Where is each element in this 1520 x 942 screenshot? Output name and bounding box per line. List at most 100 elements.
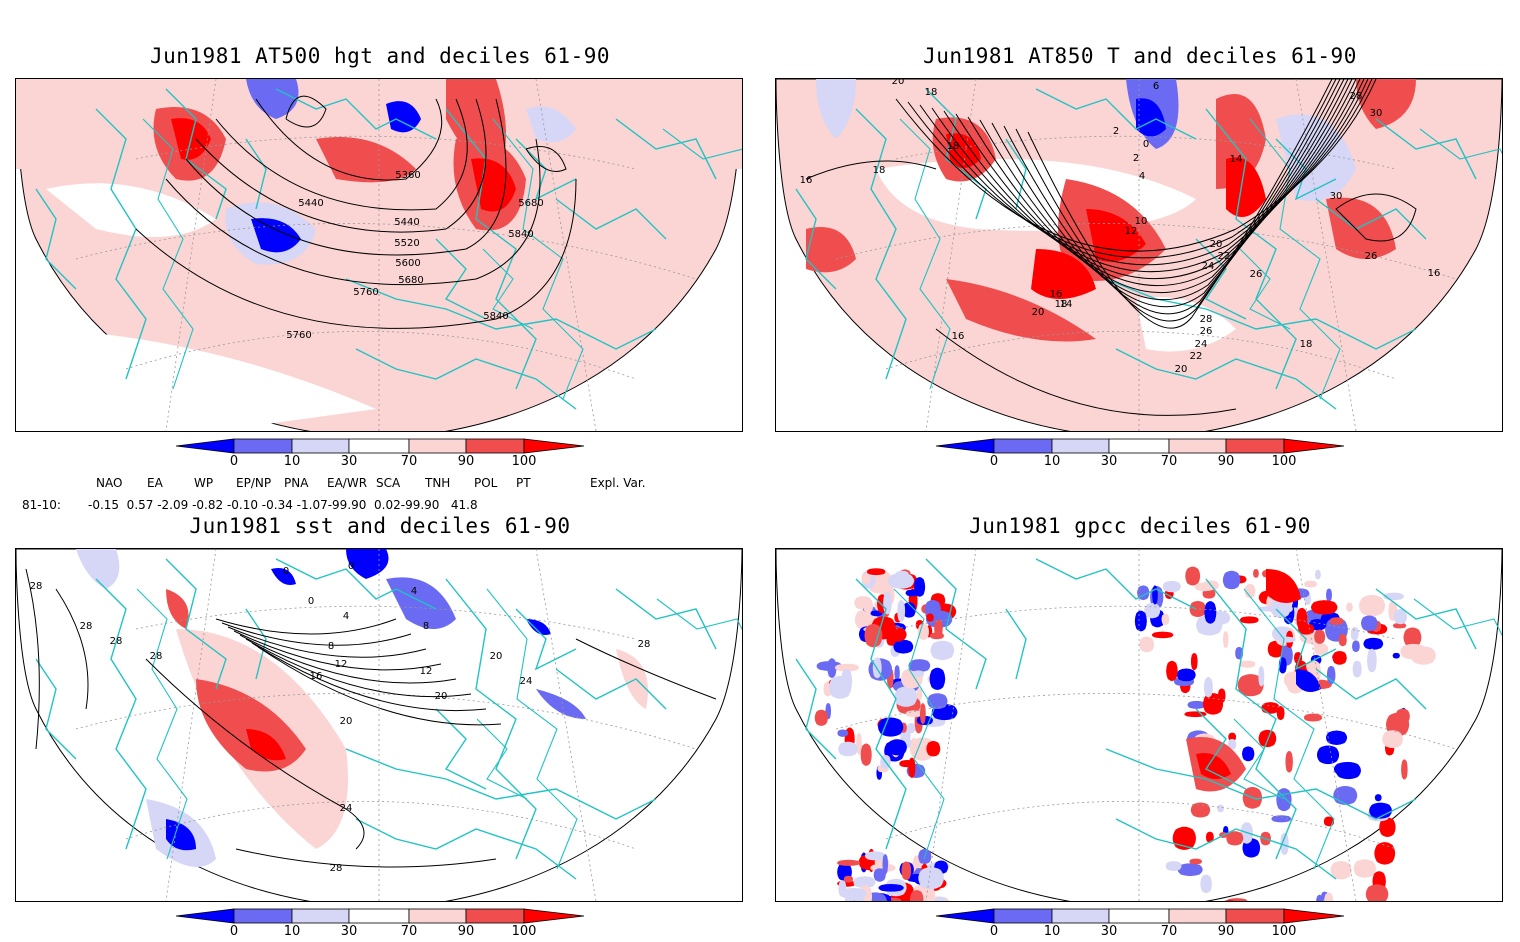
index-header-sca: SCA	[376, 476, 400, 490]
precip-decile-patch	[1189, 859, 1202, 865]
precip-decile-patch	[815, 710, 828, 726]
colorbar-swatch	[176, 439, 234, 453]
precip-decile-patch	[1315, 570, 1321, 580]
contour-label: 5680	[518, 198, 543, 209]
colorbar-swatches	[174, 438, 594, 454]
contour-label: 0	[308, 596, 314, 607]
contour-label: 20	[1032, 307, 1045, 318]
colorbar-label: 70	[401, 924, 418, 939]
colorbar-label: 10	[284, 454, 301, 469]
precip-decile-patch	[1401, 759, 1408, 779]
precip-decile-patch	[865, 851, 885, 860]
precip-decile-patch	[1311, 600, 1337, 614]
precip-decile-patch	[1191, 653, 1198, 670]
contour-label: 10	[1135, 216, 1148, 227]
colorbar-label: 70	[1161, 924, 1178, 939]
contour-label: 24	[1202, 261, 1215, 272]
precip-decile-patch	[840, 888, 866, 899]
contour-label: 26	[1365, 251, 1378, 262]
contour-label: 5360	[395, 170, 420, 181]
contour-label: 0	[348, 561, 354, 572]
precip-decile-patch	[926, 741, 940, 756]
contour-label: 18	[1055, 299, 1068, 310]
contour-label: 28	[80, 621, 93, 632]
contour-label: 28	[110, 636, 123, 647]
precip-decile-patch	[1240, 616, 1259, 623]
contour-label: 20	[340, 716, 353, 727]
precip-decile-patch	[1304, 581, 1317, 588]
contour-label: 12	[1125, 226, 1138, 237]
colorbar-label: 100	[512, 454, 537, 469]
precip-decile-patch	[1185, 567, 1200, 586]
precip-decile-patch	[844, 876, 853, 883]
colorbar-label: 30	[1101, 924, 1118, 939]
colorbar-swatch	[466, 909, 524, 923]
precip-decile-patch	[1203, 693, 1223, 715]
colorbar-swatch	[1226, 439, 1284, 453]
precip-decile-patch	[1271, 815, 1291, 822]
precip-decile-patch	[1223, 631, 1228, 648]
contour-label: 0	[1143, 139, 1149, 150]
colorbar-label: 0	[230, 454, 238, 469]
contour-label: 0	[283, 566, 289, 577]
precip-decile-patch	[1242, 746, 1254, 761]
contour-label: 28	[150, 651, 163, 662]
colorbar-swatch	[936, 439, 994, 453]
contour-label: 28	[1200, 314, 1213, 325]
precip-decile-patch	[841, 669, 852, 693]
contour-label: 28	[30, 581, 43, 592]
precip-decile-patch	[919, 852, 924, 863]
precip-decile-patch	[918, 867, 944, 889]
colorbar-label: 0	[230, 924, 238, 939]
precip-decile-patch	[907, 723, 915, 733]
map-t850: 2018181618141618201612101420222426282624…	[776, 79, 1502, 431]
precip-decile-patch	[1354, 859, 1376, 877]
colorbar-swatch	[1284, 909, 1344, 923]
precip-decile-patch	[906, 710, 922, 717]
index-header-explvar: Expl. Var.	[590, 476, 646, 490]
colorbar-swatch	[1109, 439, 1169, 453]
colorbar-swatch	[349, 439, 409, 453]
contour-label: 26	[1200, 326, 1213, 337]
contour-label: 12	[335, 659, 348, 670]
contour-label: 30	[1330, 191, 1343, 202]
contour-label: 20	[435, 691, 448, 702]
precip-decile-patch	[867, 568, 886, 575]
precip-decile-patch	[897, 600, 905, 622]
precip-decile-patch	[1363, 638, 1383, 650]
precip-decile-patch	[1135, 611, 1147, 632]
colorbar-label: 100	[1272, 924, 1297, 939]
contour-label: 20	[892, 79, 905, 87]
panel-title-gpcc: Jun1981 gpcc deciles 61-90	[770, 514, 1510, 538]
contour-label: 24	[340, 803, 353, 814]
precip-decile-patch	[1333, 786, 1357, 805]
precip-decile-patch	[1400, 644, 1426, 659]
contour-label: 22	[1190, 351, 1203, 362]
precip-decile-patch	[1178, 863, 1203, 876]
precip-decile-patch	[1253, 569, 1259, 578]
contour-label: 5760	[286, 330, 311, 341]
map-hgt500: 5360544054405520560056805760584057605680…	[16, 79, 742, 431]
contour-label: 30	[1370, 108, 1383, 119]
precip-decile-patch	[906, 590, 919, 597]
precip-decile-patch	[878, 884, 903, 892]
precip-decile-patch	[838, 742, 857, 757]
contour-label: 5520	[394, 238, 419, 249]
precip-decile-patch	[1204, 601, 1216, 624]
colorbar-swatch	[936, 909, 994, 923]
colorbar-label: 10	[284, 924, 301, 939]
contour-label: 12	[420, 666, 433, 677]
precip-decile-patch	[927, 613, 934, 621]
precip-decile-patch	[1200, 875, 1212, 893]
precip-decile-patch	[895, 571, 909, 580]
colorbar-swatch	[524, 439, 584, 453]
precip-decile-patch	[1352, 640, 1360, 652]
index-header-ea: EA	[147, 476, 163, 490]
precip-decile-patch	[888, 739, 907, 755]
precip-decile-patch	[1353, 661, 1362, 678]
contour-label: 14	[1230, 154, 1243, 165]
colorbar-swatch	[994, 439, 1052, 453]
colorbar-swatches	[934, 908, 1354, 924]
